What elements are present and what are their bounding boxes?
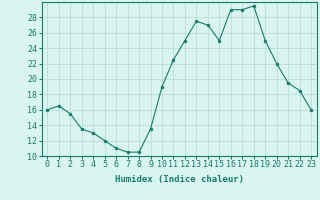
X-axis label: Humidex (Indice chaleur): Humidex (Indice chaleur)	[115, 175, 244, 184]
